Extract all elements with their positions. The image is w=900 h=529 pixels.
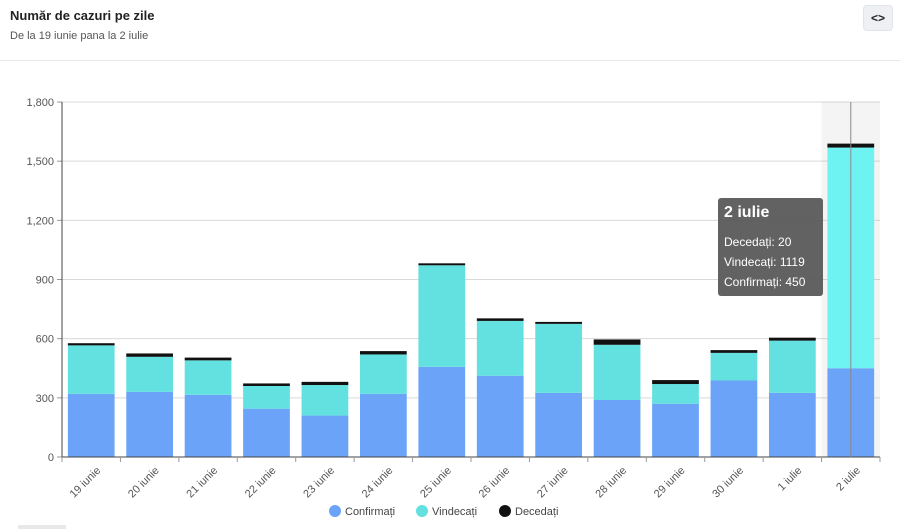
bar-vindeca-i-3 [243,386,290,409]
bar-confirma-i-8 [535,392,583,457]
tooltip-row-decedati: Decedați: 20 [724,235,792,249]
bar-confirma-i-0 [67,393,115,457]
bar-vindeca-i-9 [593,344,641,401]
y-tick-label: 1,200 [26,215,54,227]
bar-confirma-i-12 [768,392,816,457]
bar-confirma-i-7 [476,375,524,457]
legend-marker-1 [416,505,428,517]
bar-confirma-i-11 [710,380,758,457]
x-tick-label: 26 iunie [477,465,513,501]
tooltip-row-vindecati: Vindecați: 1119 [724,255,805,269]
bar-confirma-i-9 [593,400,641,457]
x-tick-label: 22 iunie [243,465,279,501]
bar-vindeca-i-5 [359,354,407,394]
header-divider [0,60,900,61]
bar-deceda-i-8 [535,321,583,324]
bar-confirma-i-5 [359,393,407,457]
chart-title: Număr de cazuri pe zile [10,8,155,23]
x-tick-label: 24 iunie [360,465,396,501]
bar-vindeca-i-7 [476,320,524,376]
bar-deceda-i-11 [710,350,758,353]
bar-confirma-i-1 [126,391,174,457]
bar-deceda-i-6 [418,263,466,266]
scroll-stub [18,525,66,529]
y-tick-label: 900 [36,275,54,287]
bar-vindeca-i-2 [184,360,232,395]
legend-marker-0 [329,505,341,517]
bar-vindeca-i-10 [652,384,699,404]
legend-label-0: Confirmați [345,506,395,518]
x-tick-label: 28 iunie [593,465,629,501]
y-tick-label: 300 [36,393,54,405]
bar-vindeca-i-8 [535,323,583,393]
bar-deceda-i-12 [768,337,816,341]
x-tick-label: 27 iunie [535,465,571,501]
chart-header: Număr de cazuri pe zile De la 19 iunie p… [10,8,155,42]
bar-confirma-i-10 [652,403,699,457]
bar-vindeca-i-6 [418,265,466,367]
bar-vindeca-i-0 [67,345,115,394]
bar-confirma-i-6 [418,366,466,457]
chart-subtitle: De la 19 iunie pana la 2 iulie [10,30,149,42]
bar-vindeca-i-11 [710,352,758,381]
bar-vindeca-i-4 [301,385,349,416]
tooltip-row-confirmati: Confirmați: 450 [724,275,806,289]
bar-deceda-i-1 [126,353,174,357]
bar-vindeca-i-1 [126,356,174,392]
bar-deceda-i-4 [301,381,349,386]
y-tick-label: 1,800 [26,97,54,109]
tooltip-title: 2 iulie [724,204,770,221]
x-tick-label: 2 iulie [834,465,863,494]
x-tick-label: 23 iunie [301,465,337,501]
x-tick-label: 29 iunie [652,465,688,501]
y-tick-label: 0 [48,452,54,464]
bar-vindeca-i-12 [768,340,816,393]
x-tick-label: 20 iunie [126,465,162,501]
bar-deceda-i-2 [184,357,232,361]
x-tick-label: 25 iunie [418,465,454,501]
x-tick-label: 19 iunie [68,465,104,501]
bar-deceda-i-9 [593,339,641,345]
legend-label-1: Vindecați [432,506,477,518]
bar-confirma-i-3 [243,408,290,457]
bar-deceda-i-0 [67,343,115,346]
legend-label-2: Decedați [515,506,558,518]
chart-tooltip: 2 iulie Decedați: 20 Vindecați: 1119 Con… [718,198,823,296]
bar-confirma-i-4 [301,415,349,457]
bar-deceda-i-10 [652,380,699,385]
x-tick-label: 1 iulie [776,465,805,494]
x-tick-label: 21 iunie [184,465,220,501]
x-tick-label: 30 iunie [710,465,746,501]
y-tick-label: 600 [36,334,54,346]
bar-deceda-i-5 [359,351,407,355]
bar-deceda-i-7 [476,318,524,321]
legend-marker-2 [499,505,511,517]
expand-toggle-button[interactable]: <> [863,5,893,31]
y-tick-label: 1,500 [26,156,54,168]
bar-deceda-i-3 [243,383,290,386]
bar-confirma-i-2 [184,394,232,457]
